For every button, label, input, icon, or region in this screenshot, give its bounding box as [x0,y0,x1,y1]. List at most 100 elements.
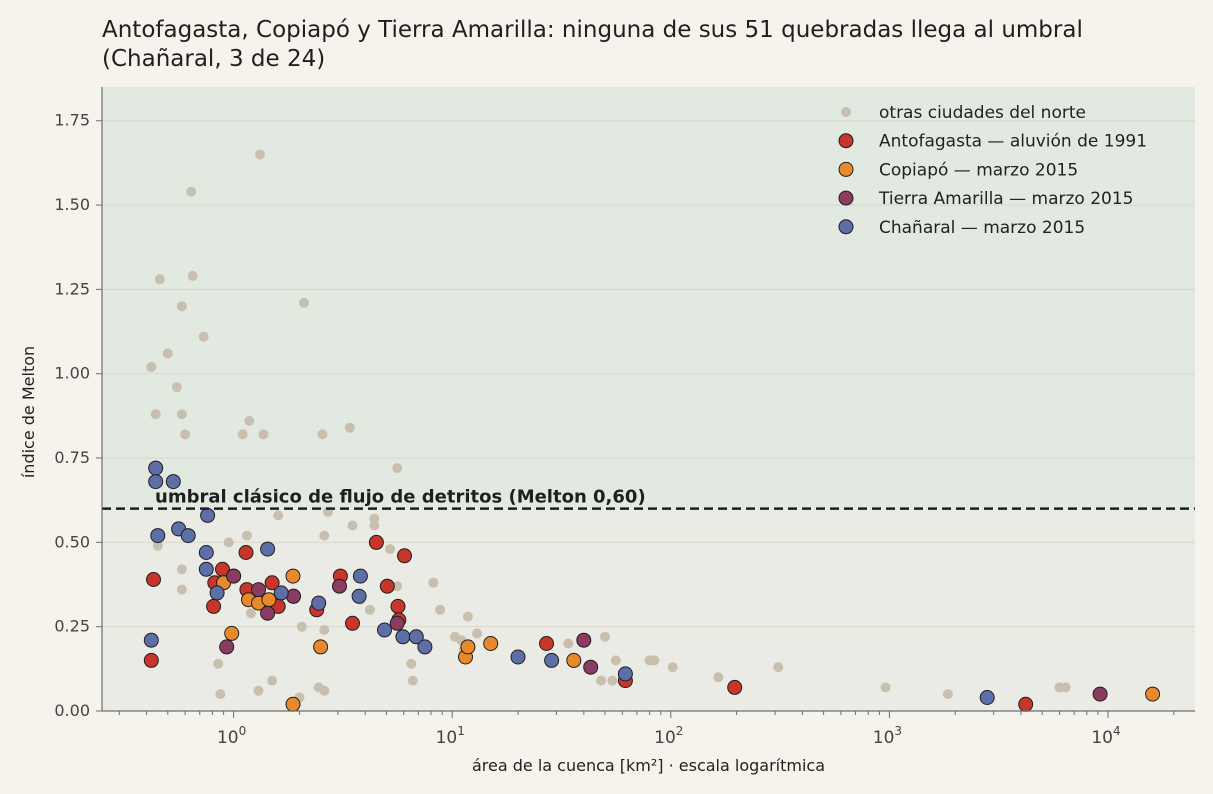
data-point [146,572,161,587]
data-point [237,429,248,440]
y-tick-label: 1.75 [54,111,90,130]
legend-label: Copiapó — marzo 2015 [879,160,1078,180]
data-point [215,689,226,700]
above-threshold-band [102,87,1195,509]
legend-label: otras ciudades del norte [879,103,1086,123]
data-point [224,625,240,641]
data-point [345,615,360,631]
data-point [180,429,191,440]
data-point [435,604,446,615]
legend-marker [841,107,851,117]
data-point [162,348,173,359]
data-point [186,186,197,197]
data-point [176,584,187,595]
data-point [352,568,368,584]
data-point [187,270,198,281]
data-point [226,568,242,584]
data-point [296,621,307,632]
data-point [395,629,411,645]
data-point [260,605,276,621]
data-point [407,675,418,686]
data-point [1060,682,1071,693]
data-point [1018,696,1034,712]
data-point [600,631,610,642]
data-point [713,672,724,683]
data-point [206,598,222,614]
data-point [385,544,396,555]
data-point [148,474,164,490]
data-point [150,409,161,420]
data-point [171,382,182,393]
data-point [251,582,266,598]
data-point [200,507,216,523]
data-point [428,577,439,588]
y-tick-label: 0.00 [54,701,90,720]
data-point [319,685,330,696]
data-point [408,629,424,645]
data-point [607,675,618,686]
x-tick-label: 100 [217,724,246,748]
data-point [285,696,301,712]
data-point [596,675,607,686]
data-point [273,585,289,601]
data-point [285,568,301,584]
y-tick-label: 1.00 [54,364,90,383]
data-point [379,578,395,594]
data-point [610,655,621,666]
data-point [563,638,574,649]
data-point [406,658,417,669]
data-point [319,530,330,541]
series-2 [216,568,1161,712]
data-point [148,460,164,476]
data-point [1092,686,1108,702]
data-point [483,636,499,651]
data-point [258,429,269,440]
data-point [369,513,380,524]
data-point [317,429,328,440]
data-point [460,639,476,655]
data-point [180,528,196,544]
legend-label: Tierra Amarilla — marzo 2015 [878,189,1134,209]
x-tick-label: 101 [436,724,465,748]
data-point [417,639,433,655]
data-point [152,540,163,551]
data-point [253,685,264,696]
data-point [286,588,301,604]
data-point [319,625,330,635]
data-point [667,662,678,673]
legend-item: Tierra Amarilla — marzo 2015 [838,189,1134,209]
data-point [566,652,582,668]
data-point [1145,686,1161,702]
data-point [255,149,265,160]
y-tick-label: 1.50 [54,195,90,214]
series-4 [143,460,995,705]
y-tick-label: 1.25 [54,279,90,298]
legend-item: Antofagasta — aluvión de 1991 [838,132,1147,152]
data-point [261,592,277,608]
data-point [397,548,412,564]
x-tick-label: 104 [1091,724,1120,748]
axes: 0.00 0.25 0.50 0.75 1.00 1.25 1.50 1.75 100 101 10… [54,87,1195,748]
chart-title-line2: (Chañaral, 3 de 24) [102,46,326,72]
data-point [244,415,255,426]
x-tick-label: 102 [654,724,683,748]
data-point [143,632,159,648]
data-point [510,649,526,665]
data-point [392,581,403,592]
data-point [146,362,157,372]
legend-item: Copiapó — marzo 2015 [838,160,1078,180]
data-point [238,545,254,560]
chart-title: Antofagasta, Copiapó y Tierra Amarilla: … [102,16,1192,74]
legend-label: Antofagasta — aluvión de 1991 [879,132,1147,152]
data-point [176,301,187,312]
data-point [313,639,329,655]
data-point [223,537,234,548]
y-tick-label: 0.50 [54,532,90,551]
data-point [364,604,375,615]
data-point [649,655,660,666]
data-point [880,682,891,693]
data-point [154,274,165,285]
data-point [198,561,214,577]
data-point [267,675,278,686]
data-point [377,622,392,638]
